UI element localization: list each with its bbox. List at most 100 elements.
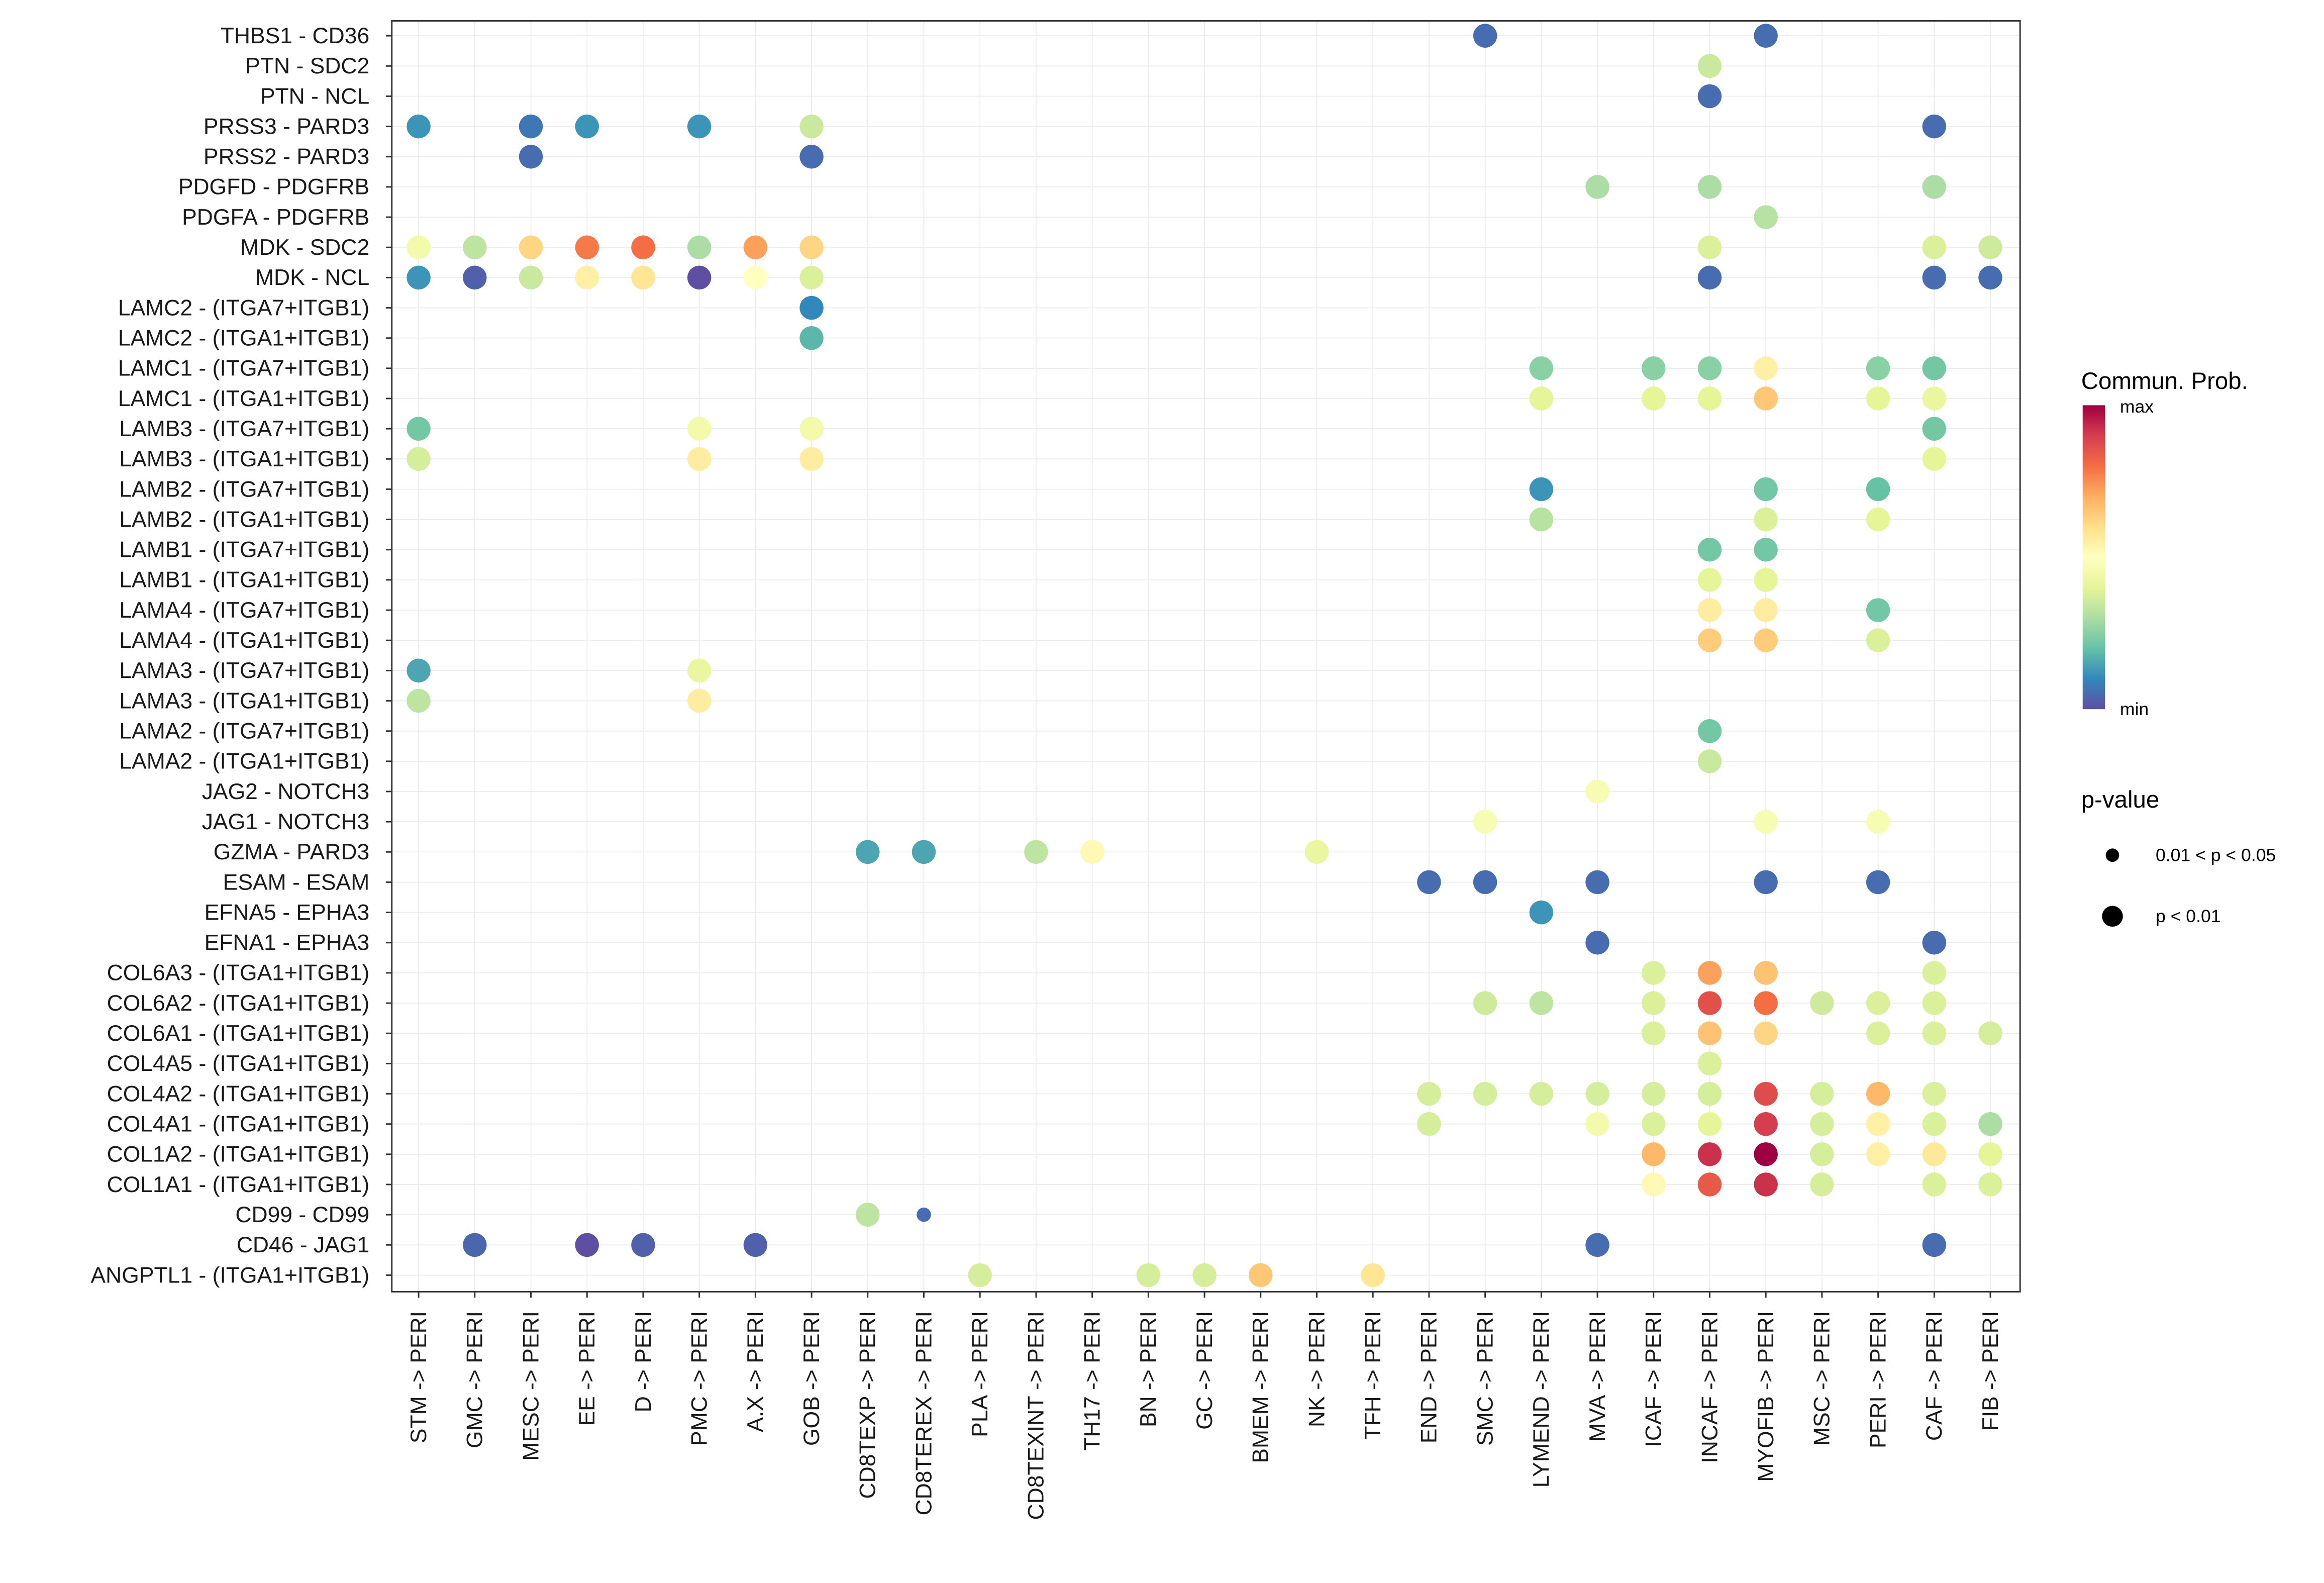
data-point [1978,1142,2002,1166]
y-tick-label: COL4A2 - (ITGA1+ITGB1) [107,1081,370,1106]
y-tick-label: CD99 - CD99 [235,1203,369,1227]
data-point [1754,477,1778,502]
size-legend-dot-large [2102,906,2123,927]
data-point [1697,749,1722,773]
data-point [687,265,712,290]
data-point [856,1203,880,1227]
x-tick-label: END -> PERI [1417,1311,1442,1443]
data-point [1922,1142,1947,1166]
data-point [856,840,880,864]
data-point [407,114,431,139]
x-tick-label: SMC -> PERI [1473,1311,1497,1446]
data-point [1697,719,1722,743]
data-points [407,24,2002,1288]
color-legend: Commun. Prob. max min [2081,368,2248,719]
data-point [1136,1263,1161,1288]
data-point [575,114,599,139]
y-tick-label: EFNA1 - EPHA3 [205,931,370,955]
y-tick-label: LAMA2 - (ITGA1+ITGB1) [119,749,369,774]
data-point [1697,356,1722,380]
x-tick-label: TH17 -> PERI [1080,1311,1104,1451]
data-point [1810,1081,1834,1106]
data-point [1922,931,1947,955]
data-point [407,235,431,259]
data-point [912,840,936,864]
y-tick-label: LAMB1 - (ITGA7+ITGB1) [119,538,369,562]
y-tick-label: JAG2 - NOTCH3 [202,779,370,804]
data-point [743,1233,768,1257]
x-tick-label: PERI -> PERI [1866,1311,1890,1448]
color-legend-min-label: min [2120,699,2149,719]
data-point [463,1233,487,1257]
size-legend: p-value 0.01 < p < 0.05 p < 0.01 [2081,786,2276,927]
data-point [917,1207,931,1222]
y-tick-label: COL4A5 - (ITGA1+ITGB1) [107,1051,370,1076]
data-point [799,235,824,259]
data-point [1585,779,1609,804]
y-tick-label: ANGPTL1 - (ITGA1+ITGB1) [90,1263,369,1288]
color-bar [2082,405,2105,710]
y-tick-label: JAG1 - NOTCH3 [202,810,370,834]
data-point [1810,1142,1834,1166]
data-point [1697,1051,1722,1076]
data-point [1978,235,2002,259]
data-point [1642,1142,1666,1166]
data-point [1642,991,1666,1015]
data-point [1080,840,1104,864]
data-point [1754,628,1778,652]
color-legend-max-label: max [2120,397,2154,417]
data-point [1754,1112,1778,1136]
data-point [631,1233,655,1257]
y-tick-label: PTN - SDC2 [245,54,369,78]
y-tick-label: LAMC2 - (ITGA7+ITGB1) [118,295,369,320]
data-point [1473,24,1497,48]
data-point [1754,356,1778,380]
data-point [1697,84,1722,109]
data-point [1922,114,1947,139]
data-point [687,235,712,259]
data-point [1922,1112,1947,1136]
data-point [631,265,655,290]
data-point [575,1233,599,1257]
data-point [1754,507,1778,532]
data-point [1024,840,1048,864]
y-tick-label: LAMA3 - (ITGA1+ITGB1) [119,688,369,713]
y-tick-label: LAMC1 - (ITGA1+ITGB1) [118,386,369,411]
x-axis-tick-labels: STM -> PERI GMC -> PERI MESC -> PERI EE -> … [407,1292,2003,1520]
data-point [1697,1081,1722,1106]
data-point [1697,235,1722,259]
data-point [407,658,431,683]
data-point [1529,991,1554,1015]
data-point [1922,386,1947,411]
data-point [1642,1172,1666,1197]
grid-lines [391,21,2020,1292]
y-tick-label: COL6A3 - (ITGA1+ITGB1) [107,961,370,985]
data-point [463,265,487,290]
data-point [1697,1021,1722,1045]
data-point [1754,24,1778,48]
data-point [799,326,824,350]
data-point [1866,628,1890,652]
data-point [1866,991,1890,1015]
data-point [1697,386,1722,411]
data-point [1922,235,1947,259]
data-point [799,265,824,290]
y-tick-label: PTN - NCL [260,84,369,109]
x-tick-label: A.X -> PERI [743,1311,768,1432]
data-point [1978,1172,2002,1197]
data-point [1697,175,1722,199]
data-point [1754,538,1778,562]
y-tick-label: COL4A1 - (ITGA1+ITGB1) [107,1112,370,1137]
data-point [1754,1021,1778,1045]
data-point [1754,205,1778,229]
data-point [1922,961,1947,985]
y-tick-label: LAMA4 - (ITGA1+ITGB1) [119,628,369,653]
data-point [1754,386,1778,411]
data-point [1473,810,1497,834]
y-tick-label: LAMC1 - (ITGA7+ITGB1) [118,356,369,381]
data-point [407,447,431,471]
x-tick-label: PMC -> PERI [687,1311,712,1446]
data-point [1585,870,1609,895]
data-point [1697,598,1722,622]
size-legend-label-large: p < 0.01 [2156,906,2221,926]
